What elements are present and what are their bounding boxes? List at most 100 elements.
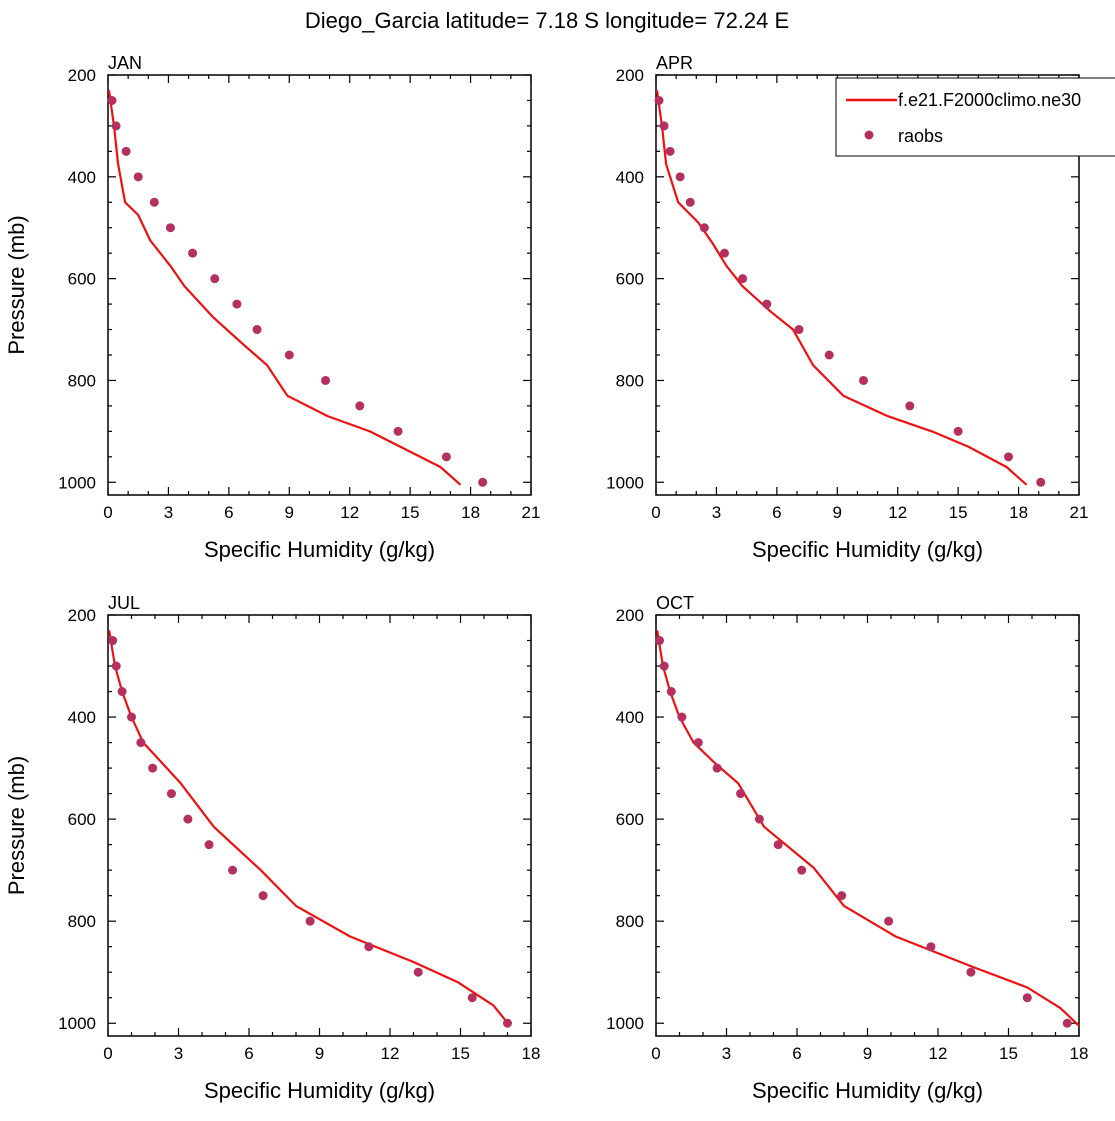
- panel-title: APR: [656, 53, 693, 73]
- raobs-point: [926, 942, 936, 952]
- x-tick-label: 0: [651, 1044, 660, 1063]
- plot-frame: [655, 74, 1080, 496]
- raobs-point: [1036, 477, 1046, 487]
- raobs-point: [699, 223, 709, 233]
- model-line: [108, 630, 511, 1027]
- panel-oct: OCT 0 3 6 9 12 15 18 200 400 600 800 1000 Specific Hu…: [606, 593, 1088, 1103]
- x-tick-label: 6: [244, 1044, 253, 1063]
- y-tick-label: 200: [68, 606, 96, 625]
- raobs-point: [773, 840, 783, 850]
- panel-title: OCT: [656, 593, 694, 613]
- raobs-point: [1004, 452, 1013, 462]
- plot-frame: [107, 614, 532, 1037]
- x-tick-label: 15: [451, 1044, 470, 1063]
- raobs-point: [655, 636, 665, 646]
- x-tick-label: 12: [381, 1044, 400, 1063]
- raobs-point: [1062, 1018, 1072, 1028]
- panel-title: JUL: [108, 593, 140, 613]
- y-tick-label: 400: [68, 708, 96, 727]
- raobs-point: [884, 916, 894, 926]
- x-tick-label: 3: [174, 1044, 183, 1063]
- raobs-point: [794, 325, 804, 335]
- raobs-point: [905, 401, 915, 411]
- x-tick-label: 9: [315, 1044, 324, 1063]
- raobs-point: [183, 814, 193, 824]
- x-tick-label: 21: [1070, 503, 1089, 522]
- x-tick-label: 6: [792, 1044, 801, 1063]
- x-axis-label: Specific Humidity (g/kg): [752, 1078, 983, 1103]
- x-tick-label: 18: [1009, 503, 1028, 522]
- raobs-point: [136, 738, 146, 748]
- x-tick-label: 3: [712, 503, 721, 522]
- y-tick-label: 400: [68, 168, 96, 187]
- x-tick-label: 9: [833, 503, 842, 522]
- y-tick-label: 600: [68, 810, 96, 829]
- y-tick-label: 1000: [58, 1014, 96, 1033]
- raobs-point: [966, 967, 976, 977]
- x-tick-label: 0: [103, 503, 112, 522]
- raobs-point: [305, 916, 315, 926]
- y-tick-label: 800: [68, 912, 96, 931]
- raobs-point: [1022, 993, 1032, 1003]
- raobs-point: [797, 865, 807, 875]
- raobs-point: [754, 814, 764, 824]
- raobs-point: [188, 248, 198, 258]
- y-tick-label: 200: [616, 66, 644, 85]
- x-axis-label: Specific Humidity (g/kg): [204, 1078, 435, 1103]
- raobs-point: [393, 426, 403, 436]
- legend: f.e21.F2000climo.ne30 raobs: [835, 77, 1115, 157]
- y-tick-label: 200: [616, 606, 644, 625]
- raobs-point: [738, 274, 748, 284]
- x-tick-label: 9: [863, 1044, 872, 1063]
- model-line: [655, 90, 1028, 486]
- raobs-point: [675, 172, 685, 182]
- raobs-point: [693, 738, 703, 748]
- raobs-point: [111, 121, 121, 131]
- y-tick-label: 1000: [58, 473, 96, 492]
- raobs-point: [364, 942, 374, 952]
- legend-raobs-label: raobs: [898, 126, 943, 146]
- y-axis-label: Pressure (mb): [4, 756, 29, 895]
- raobs-point: [148, 763, 158, 773]
- raobs-point: [659, 661, 669, 671]
- x-tick-label: 0: [103, 1044, 112, 1063]
- y-tick-label: 800: [616, 371, 644, 390]
- raobs-point: [837, 891, 847, 901]
- model-line: [107, 90, 462, 486]
- legend-raobs-marker: [864, 130, 874, 140]
- y-axis-label: Pressure (mb): [4, 215, 29, 354]
- plot-frame: [107, 74, 532, 496]
- raobs-point: [133, 172, 143, 182]
- raobs-point: [824, 350, 834, 360]
- x-tick-label: 15: [401, 503, 420, 522]
- raobs-point: [149, 197, 159, 207]
- raobs-point: [232, 299, 242, 309]
- raobs-point: [117, 687, 127, 697]
- raobs-point: [127, 712, 136, 722]
- y-tick-label: 200: [68, 66, 96, 85]
- x-tick-label: 18: [522, 1044, 541, 1063]
- raobs-point: [228, 865, 238, 875]
- raobs-point: [719, 248, 729, 258]
- raobs-point: [677, 712, 687, 722]
- raobs-point: [666, 687, 676, 697]
- figure-title: Diego_Garcia latitude= 7.18 S longitude=…: [305, 8, 789, 33]
- legend-model-label: f.e21.F2000climo.ne30: [898, 90, 1081, 110]
- x-tick-label: 3: [722, 1044, 731, 1063]
- raobs-point: [858, 375, 868, 385]
- y-tick-label: 1000: [606, 473, 644, 492]
- raobs-point: [111, 661, 121, 671]
- raobs-point: [736, 789, 746, 799]
- x-tick-label: 15: [949, 503, 968, 522]
- raobs-point: [252, 325, 262, 335]
- y-tick-label: 800: [68, 371, 96, 390]
- panel-apr: APR 0 3 6 9 12 15 18 21 200 400 600 800 1000 Specific …: [606, 53, 1088, 562]
- raobs-point: [121, 146, 131, 156]
- x-tick-label: 12: [340, 503, 359, 522]
- y-tick-label: 600: [68, 270, 96, 289]
- y-tick-label: 600: [616, 810, 644, 829]
- raobs-point: [413, 967, 423, 977]
- raobs-point: [355, 401, 365, 411]
- model-line: [656, 630, 1080, 1027]
